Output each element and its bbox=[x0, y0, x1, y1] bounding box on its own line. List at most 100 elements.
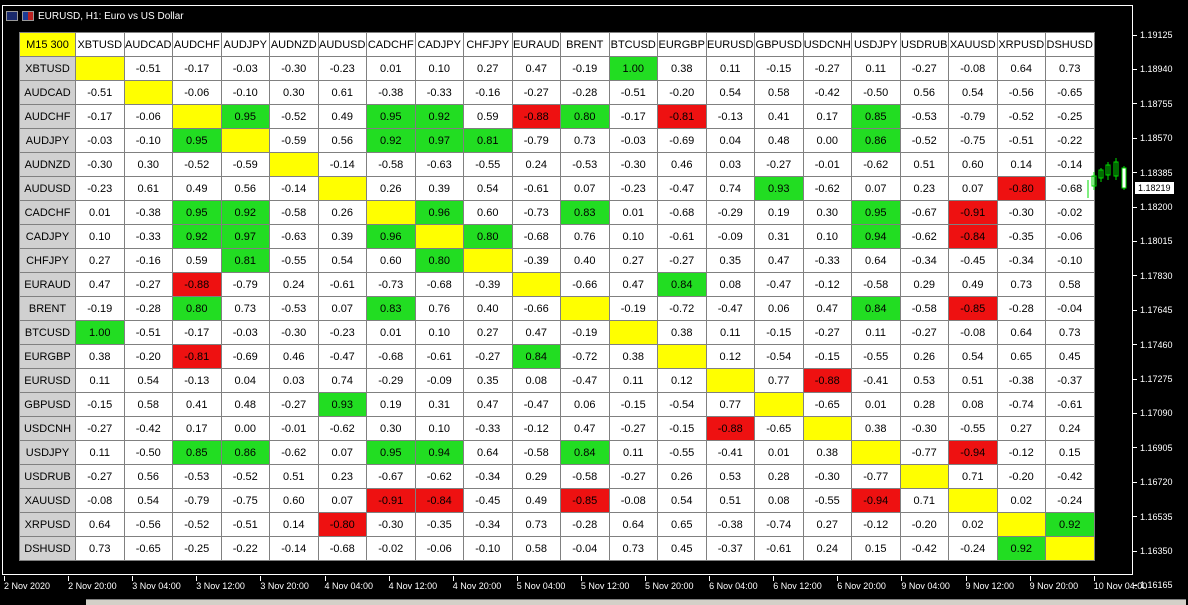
correlation-cell: 0.35 bbox=[705, 248, 755, 273]
correlation-cell: 0.61 bbox=[317, 80, 367, 105]
correlation-cell: -0.42 bbox=[899, 536, 949, 561]
correlation-cell: 0.14 bbox=[996, 152, 1046, 177]
correlation-cell: -0.61 bbox=[414, 344, 464, 369]
correlation-cell: 0.73 bbox=[1045, 56, 1095, 81]
time-tick-label: 6 Nov 20:00 bbox=[837, 576, 886, 591]
correlation-cell: 0.64 bbox=[75, 512, 125, 537]
correlation-cell: 0.11 bbox=[705, 320, 755, 345]
correlation-cell: 0.27 bbox=[463, 56, 513, 81]
correlation-cell: 0.60 bbox=[948, 152, 998, 177]
chart-area[interactable] bbox=[2, 5, 1133, 575]
correlation-cell: -0.15 bbox=[802, 344, 852, 369]
correlation-cell: -0.41 bbox=[705, 440, 755, 465]
correlation-cell: 0.15 bbox=[851, 536, 901, 561]
price-tick-label: 1.16350 bbox=[1133, 546, 1173, 556]
correlation-cell: -0.08 bbox=[948, 56, 998, 81]
time-axis[interactable]: 2 Nov 2020 2 Nov 20:00 3 Nov 04:00 3 Nov 12… bbox=[0, 576, 1147, 592]
correlation-cell: 0.92 bbox=[220, 200, 270, 225]
row-header: GBPUSD bbox=[19, 392, 76, 417]
correlation-cell: 0.10 bbox=[75, 224, 125, 249]
correlation-cell: 0.38 bbox=[851, 416, 901, 441]
correlation-cell: -0.47 bbox=[560, 368, 610, 393]
correlation-cell: -0.16 bbox=[463, 80, 513, 105]
correlation-cell: -0.10 bbox=[1045, 248, 1095, 273]
correlation-cell: 0.80 bbox=[463, 224, 513, 249]
column-header: CHFJPY bbox=[463, 32, 513, 57]
correlation-cell: 0.83 bbox=[366, 296, 416, 321]
tab-strip[interactable] bbox=[86, 599, 1186, 605]
correlation-cell: 0.29 bbox=[899, 272, 949, 297]
correlation-cell: 0.24 bbox=[269, 272, 319, 297]
correlation-cell: -0.27 bbox=[657, 248, 707, 273]
correlation-cell: -0.12 bbox=[802, 272, 852, 297]
correlation-cell: 0.73 bbox=[511, 512, 561, 537]
correlation-cell: 0.11 bbox=[608, 368, 658, 393]
correlation-cell: -0.80 bbox=[317, 512, 367, 537]
correlation-cell: -0.25 bbox=[1045, 104, 1095, 129]
correlation-cell: -0.50 bbox=[851, 80, 901, 105]
correlation-cell: 0.76 bbox=[414, 296, 464, 321]
correlation-cell: -0.34 bbox=[996, 248, 1046, 273]
correlation-cell: -0.27 bbox=[463, 344, 513, 369]
time-tick-label: 2 Nov 20:00 bbox=[68, 576, 117, 591]
correlation-cell: -0.81 bbox=[172, 344, 222, 369]
price-axis[interactable]: 1.19125 1.18940 1.18755 1.18570 1.18385 1.182… bbox=[1133, 5, 1188, 590]
correlation-cell: -0.65 bbox=[1045, 80, 1095, 105]
correlation-cell: 0.46 bbox=[657, 152, 707, 177]
correlation-cell: -0.30 bbox=[75, 152, 125, 177]
correlation-cell: -0.38 bbox=[366, 80, 416, 105]
correlation-cell: 0.14 bbox=[269, 512, 319, 537]
diagonal-cell bbox=[317, 176, 367, 201]
correlation-cell: 0.97 bbox=[414, 128, 464, 153]
correlation-cell: 0.07 bbox=[948, 176, 998, 201]
matrix-row: CADJPY 0.10 -0.33 0.92 0.97 -0.63 0.39 0.96 0.80… bbox=[19, 224, 1095, 249]
correlation-cell: -0.17 bbox=[608, 104, 658, 129]
correlation-cell: -0.14 bbox=[269, 536, 319, 561]
correlation-cell: -0.20 bbox=[123, 344, 173, 369]
correlation-cell: -0.67 bbox=[366, 464, 416, 489]
correlation-cell: -0.15 bbox=[75, 392, 125, 417]
correlation-cell: 0.60 bbox=[366, 248, 416, 273]
correlation-cell: 0.49 bbox=[948, 272, 998, 297]
correlation-cell: 0.01 bbox=[366, 56, 416, 81]
time-tick-label: 9 Nov 20:00 bbox=[1029, 576, 1078, 591]
correlation-cell: 0.17 bbox=[802, 104, 852, 129]
correlation-cell: 0.95 bbox=[172, 128, 222, 153]
row-header: BRENT bbox=[19, 296, 76, 321]
correlation-cell: -0.68 bbox=[414, 272, 464, 297]
correlation-cell: 0.54 bbox=[657, 488, 707, 513]
correlation-cell: -0.16 bbox=[123, 248, 173, 273]
matrix-corner-label: M15 300 bbox=[19, 32, 76, 57]
correlation-cell: 0.00 bbox=[220, 416, 270, 441]
correlation-cell: -0.58 bbox=[560, 464, 610, 489]
correlation-cell: 0.95 bbox=[366, 104, 416, 129]
correlation-cell: 0.97 bbox=[220, 224, 270, 249]
matrix-row: EURAUD 0.47 -0.27 -0.88 -0.79 0.24 -0.61 -0.73-… bbox=[19, 272, 1095, 297]
correlation-cell: 0.41 bbox=[754, 104, 804, 129]
column-header: AUDCHF bbox=[172, 32, 222, 57]
correlation-cell: -0.63 bbox=[269, 224, 319, 249]
correlation-cell: 0.23 bbox=[317, 464, 367, 489]
correlation-cell: -0.68 bbox=[657, 200, 707, 225]
correlation-cell: -0.23 bbox=[317, 56, 367, 81]
correlation-cell: -0.54 bbox=[754, 344, 804, 369]
correlation-cell: -0.38 bbox=[123, 200, 173, 225]
correlation-cell: -0.30 bbox=[899, 416, 949, 441]
correlation-cell: 0.73 bbox=[1045, 320, 1095, 345]
correlation-cell: 0.47 bbox=[802, 296, 852, 321]
correlation-cell: 0.10 bbox=[414, 56, 464, 81]
correlation-cell: -0.72 bbox=[657, 296, 707, 321]
correlation-cell: -0.77 bbox=[899, 440, 949, 465]
correlation-cell: 0.28 bbox=[754, 464, 804, 489]
correlation-cell: 0.03 bbox=[269, 368, 319, 393]
correlation-cell: 0.01 bbox=[851, 392, 901, 417]
matrix-row: BRENT -0.19 -0.28 0.80 0.73 -0.53 0.07 0.83 0.76… bbox=[19, 296, 1095, 321]
current-price-label: 1.18219 bbox=[1135, 182, 1174, 194]
correlation-cell: -0.13 bbox=[172, 368, 222, 393]
correlation-cell: 0.03 bbox=[705, 152, 755, 177]
price-tick-label: 1.17090 bbox=[1133, 408, 1173, 418]
chart-window-icon bbox=[6, 11, 18, 21]
correlation-cell: 0.45 bbox=[657, 536, 707, 561]
correlation-cell: 0.85 bbox=[172, 440, 222, 465]
correlation-cell: 0.51 bbox=[269, 464, 319, 489]
